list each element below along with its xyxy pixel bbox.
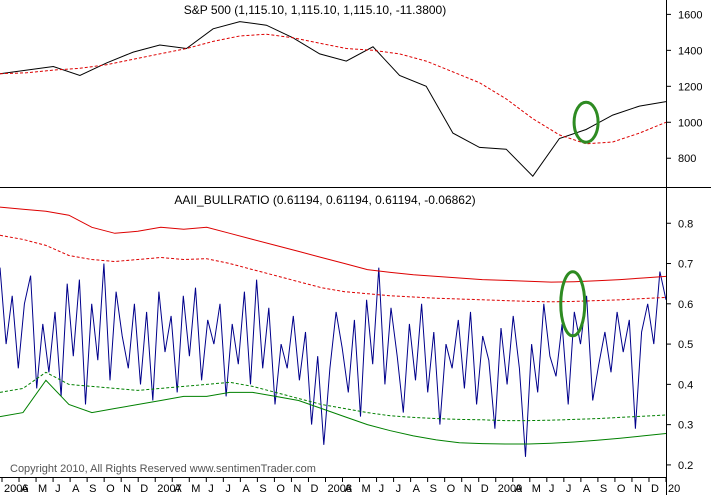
x-tick-label: D: [310, 483, 318, 495]
x-tick-label: S: [89, 483, 96, 495]
x-tick-label: M: [532, 483, 541, 495]
x-tick-label: O: [106, 483, 115, 495]
band-line: [0, 206, 667, 283]
y-tick-label: 1200: [678, 81, 702, 93]
y-tick-label: 0.8: [678, 218, 693, 230]
x-tick-label: N: [464, 483, 472, 495]
price-series-group: [0, 21, 667, 177]
x-tick-label: M: [362, 483, 371, 495]
y-tick-label: 0.5: [678, 339, 693, 351]
x-tick-label: D: [140, 483, 148, 495]
x-tick-label: J: [379, 483, 385, 495]
x-tick-label: J: [225, 483, 231, 495]
y-tick-label: 0.3: [678, 420, 693, 432]
x-tick-label: A: [345, 483, 353, 495]
copyright-text: Copyright 2010, All Rights Reserved www.…: [10, 463, 316, 475]
x-tick-label: O: [276, 483, 285, 495]
x-tick-label: N: [293, 483, 301, 495]
x-tick-label: J: [566, 483, 572, 495]
x-tick-label: A: [72, 483, 80, 495]
x-tick-label: D: [651, 483, 659, 495]
x-tick-label: J: [55, 483, 61, 495]
y-tick-label: 1600: [678, 9, 702, 21]
ratio-panel-title: AAII_BULLRATIO (0.61194, 0.61194, 0.6119…: [174, 193, 475, 207]
band-line: [0, 234, 667, 303]
band-line: [0, 379, 667, 445]
x-tick-label: D: [481, 483, 489, 495]
y-tick-label: 0.6: [678, 299, 693, 311]
x-tick-label: J: [549, 483, 555, 495]
x-tick-label: J: [208, 483, 214, 495]
x-tick-label: A: [515, 483, 523, 495]
highlight-ellipse: [572, 100, 600, 144]
x-tick-label: J: [396, 483, 402, 495]
y-tick-label: 0.2: [678, 460, 693, 472]
x-tick-label: 2007: [157, 483, 181, 495]
y-tick-label: 0.4: [678, 379, 693, 391]
x-tick-label: S: [259, 483, 266, 495]
x-tick-label: 2009: [498, 483, 522, 495]
x-tick-label: 2006: [4, 483, 28, 495]
highlight-ellipse: [559, 270, 587, 338]
x-tick-label: A: [583, 483, 591, 495]
x-tick-label: 2008: [327, 483, 351, 495]
price-moving-average: [0, 33, 667, 145]
y-tick-label: 800: [678, 153, 696, 165]
y-tick-label: 0.7: [678, 259, 693, 271]
price-line: [0, 21, 667, 177]
x-tick-label: A: [174, 483, 182, 495]
x-tick-label: O: [617, 483, 626, 495]
x-tick-label: N: [634, 483, 642, 495]
x-tick-label: A: [21, 483, 29, 495]
x-tick-label: A: [413, 483, 421, 495]
price-panel-title: S&P 500 (1,115.10, 1,115.10, 1,115.10, -…: [184, 3, 446, 17]
annotations-group: [559, 100, 600, 338]
x-tick-label: 20: [668, 483, 680, 495]
ratio-series-group: [0, 206, 667, 457]
y-tick-label: 1400: [678, 45, 702, 57]
x-tick-label: S: [430, 483, 437, 495]
x-tick-label: A: [242, 483, 250, 495]
y-tick-label: 1000: [678, 117, 702, 129]
band-line: [0, 371, 667, 422]
x-tick-label: M: [38, 483, 47, 495]
x-tick-label: O: [447, 483, 456, 495]
x-tick-label: N: [123, 483, 131, 495]
x-tick-label: S: [600, 483, 607, 495]
x-tick-label: M: [191, 483, 200, 495]
bull-ratio-line: [0, 263, 667, 457]
